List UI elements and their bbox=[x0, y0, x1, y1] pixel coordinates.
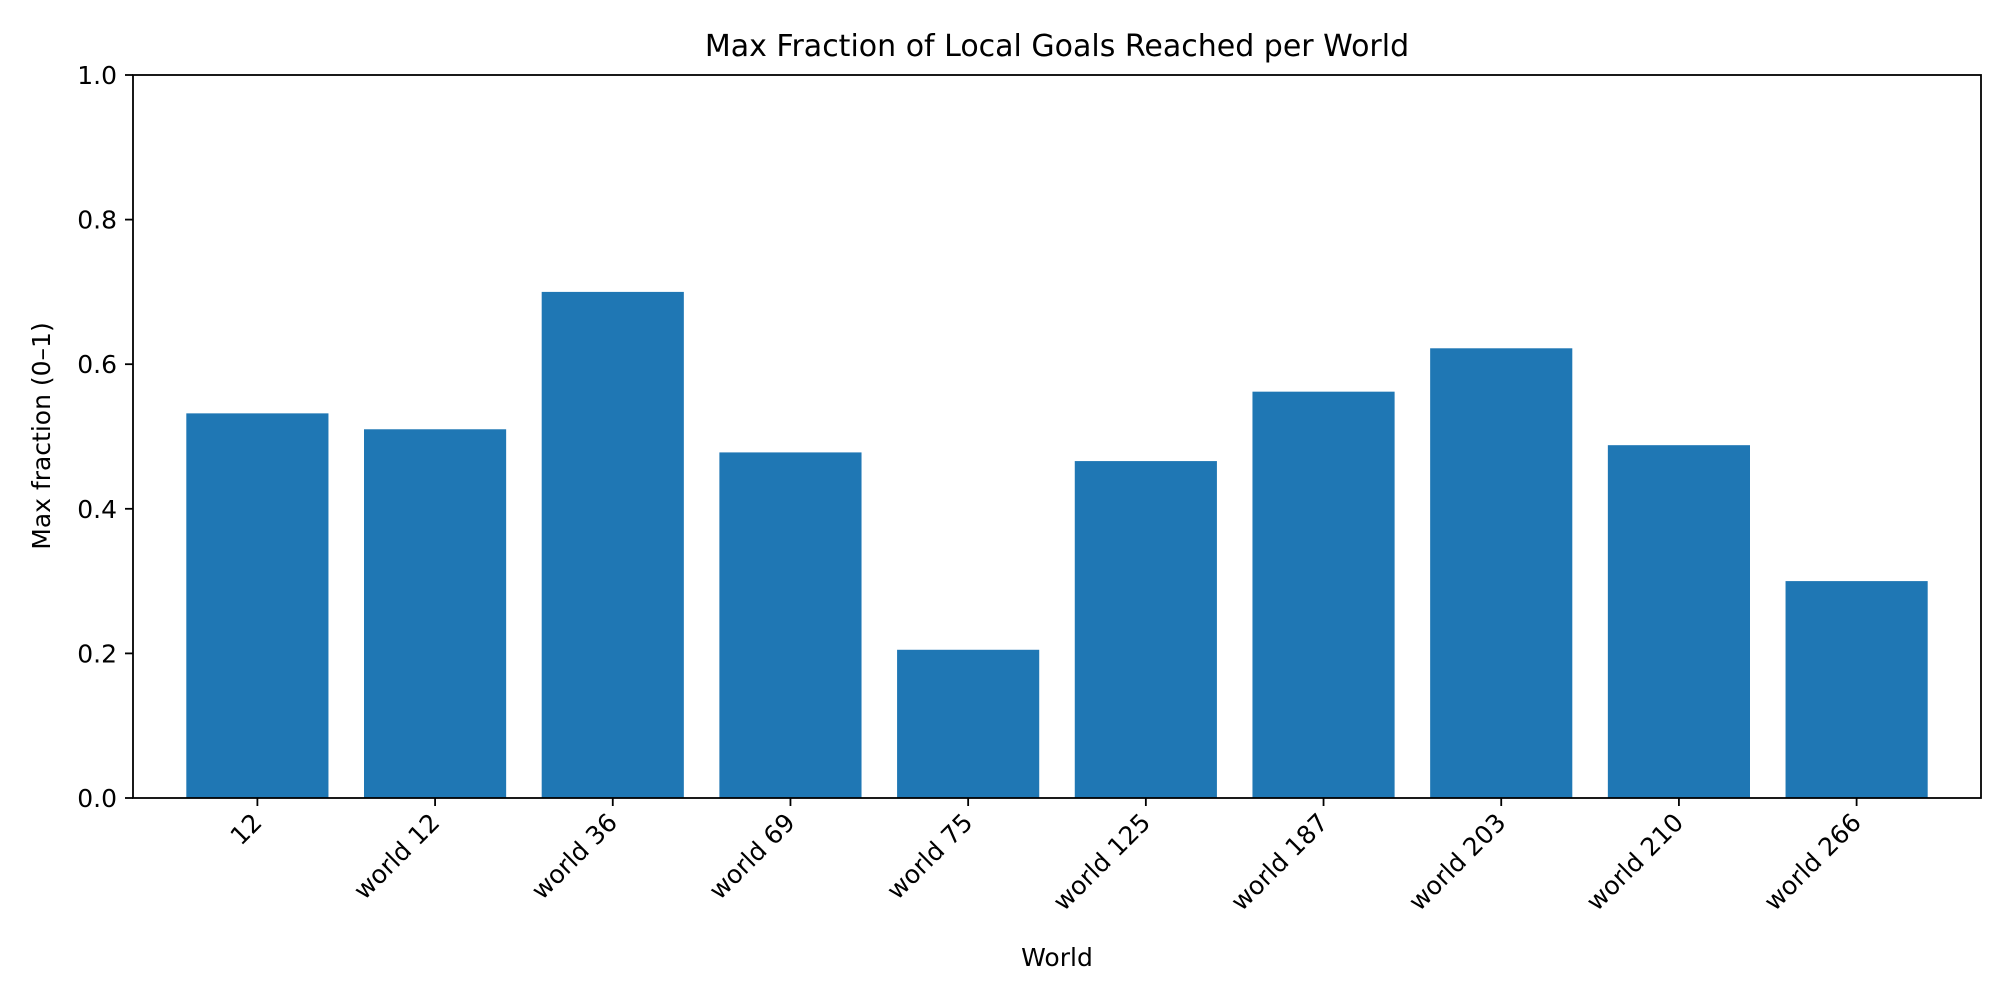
bar-world-36 bbox=[541, 291, 684, 798]
y-tick-label: 0.6 bbox=[77, 350, 117, 379]
x-tick-label: 12 bbox=[225, 808, 268, 851]
bar-world-125 bbox=[1074, 461, 1217, 798]
y-tick-label: 1.0 bbox=[77, 61, 117, 90]
bar-world-210 bbox=[1607, 445, 1750, 798]
x-axis: 12 world 12 world 36 world 69 world 75 world … bbox=[225, 798, 1867, 916]
bar-world-187 bbox=[1252, 391, 1395, 798]
bar-world-69 bbox=[719, 452, 862, 798]
chart-title: Max Fraction of Local Goals Reached per … bbox=[705, 29, 1409, 64]
bar-world-266 bbox=[1785, 581, 1928, 798]
x-tick-label: world 12 bbox=[348, 808, 445, 905]
x-tick-label: world 36 bbox=[526, 808, 623, 905]
x-tick-label: world 210 bbox=[1581, 808, 1690, 917]
y-tick-label: 0.8 bbox=[77, 206, 117, 235]
y-tick-label: 0.2 bbox=[77, 639, 117, 668]
x-tick-label: world 75 bbox=[881, 808, 978, 905]
y-tick-label: 0.4 bbox=[77, 495, 117, 524]
y-axis: 0.0 0.2 0.4 0.6 0.8 1.0 bbox=[77, 61, 133, 813]
plot-frame bbox=[132, 74, 1982, 799]
x-tick-label: world 69 bbox=[703, 808, 800, 905]
x-axis-label: World bbox=[1021, 943, 1093, 972]
bar-12 bbox=[186, 413, 329, 798]
x-tick-label: world 125 bbox=[1048, 808, 1157, 917]
x-tick-label: world 187 bbox=[1225, 808, 1334, 917]
y-tick-label: 0.0 bbox=[77, 784, 117, 813]
y-axis-label: Max fraction (0–1) bbox=[27, 322, 56, 549]
bar-world-12 bbox=[364, 429, 507, 798]
bar-world-75 bbox=[897, 649, 1040, 798]
x-tick-label: world 203 bbox=[1403, 808, 1512, 917]
x-tick-label: world 266 bbox=[1758, 808, 1867, 917]
bar-world-203 bbox=[1430, 348, 1573, 798]
bars-layer bbox=[186, 291, 1928, 798]
